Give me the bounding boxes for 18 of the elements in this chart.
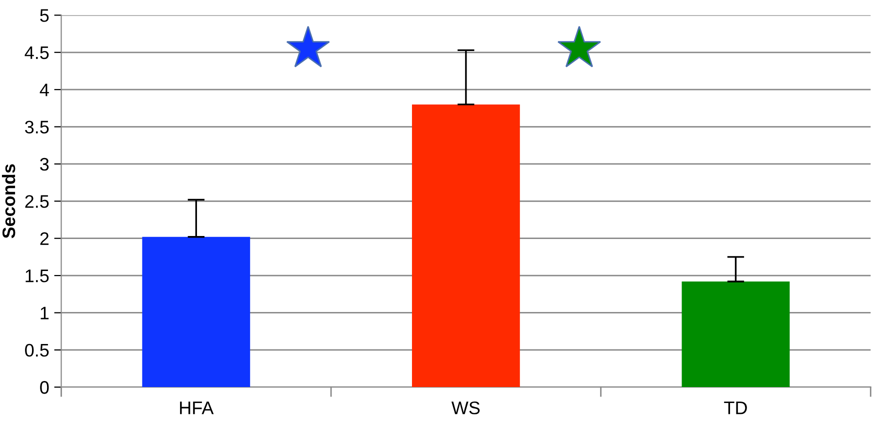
y-tick-label: 4.5 — [24, 46, 49, 60]
y-tick-label: 5 — [40, 9, 49, 22]
y-tick-label: 1 — [40, 306, 49, 320]
bar — [412, 104, 520, 388]
x-tick-label: WS — [451, 401, 480, 414]
y-tick-label: 1.5 — [26, 270, 49, 282]
bar — [142, 236, 250, 388]
x-tick-label: TD — [724, 402, 747, 414]
y-tick-label: 3 — [40, 158, 49, 171]
y-tick-label: 4 — [40, 84, 49, 96]
y-tick-label: 0 — [40, 381, 49, 394]
bar — [682, 282, 790, 388]
y-tick-label: 0.5 — [25, 344, 49, 357]
y-tick-label: 2 — [40, 232, 49, 245]
y-axis-title: Seconds — [2, 164, 16, 238]
y-tick-label: 3.5 — [25, 120, 49, 134]
x-tick-label: HFA — [180, 402, 214, 414]
y-tick-label: 2.5 — [25, 195, 49, 208]
